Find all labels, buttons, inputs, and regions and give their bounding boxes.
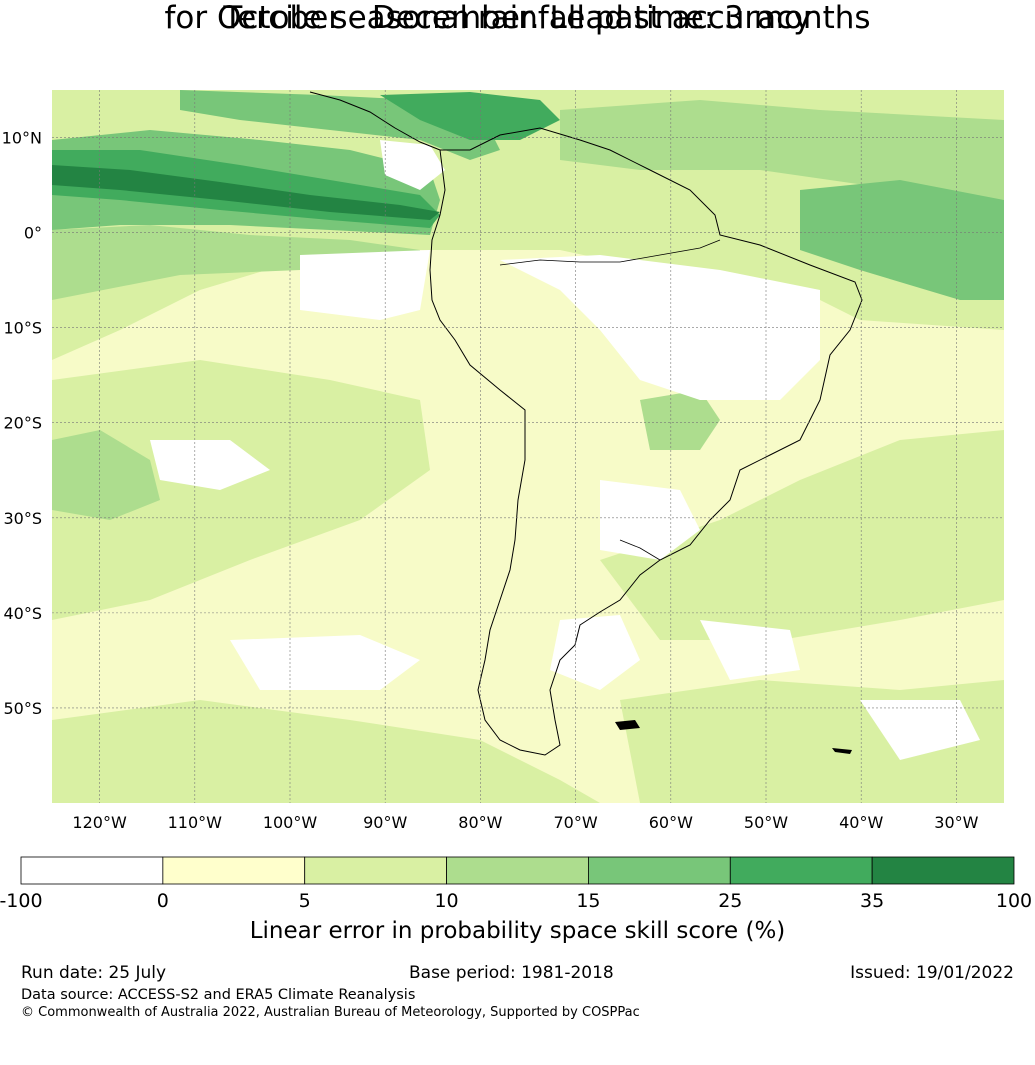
- longitude-label: 60°W: [649, 813, 693, 832]
- latitude-labels: 10°N 0° 10°S 20°S 30°S 40°S 50°S: [2, 129, 42, 718]
- longitude-label: 40°W: [839, 813, 883, 832]
- longitude-label: 50°W: [744, 813, 788, 832]
- longitude-label: 70°W: [554, 813, 598, 832]
- rio-de-la-plata: [619, 539, 661, 561]
- colorbar-tick-label: 10: [434, 890, 458, 912]
- colorbar-tick-label: 25: [718, 890, 742, 912]
- longitude-label: 80°W: [458, 813, 502, 832]
- skill-region-negative: [600, 480, 700, 560]
- latitude-label: 10°S: [3, 319, 42, 338]
- colorbar-label: Linear error in probability space skill …: [249, 918, 786, 944]
- map-title-line-2: for October - December. Lead time: 3 mon…: [164, 0, 871, 36]
- skill-region-negative: [300, 250, 430, 320]
- latitude-label: 30°S: [3, 509, 42, 528]
- longitude-label: 90°W: [363, 813, 407, 832]
- latitude-label: 0°: [24, 224, 42, 243]
- skill-region-negative: [230, 635, 420, 690]
- run-date: Run date: 25 July: [21, 963, 167, 983]
- skill-region-level-15: [560, 100, 1004, 200]
- skill-region-level-15: [640, 390, 720, 450]
- skill-region-level-15: [52, 225, 420, 300]
- colorbar-tick-label: 0: [157, 890, 169, 912]
- longitude-label: 100°W: [263, 813, 318, 832]
- longitude-label: 120°W: [72, 813, 127, 832]
- gridlines: [52, 90, 1004, 803]
- colorbar-segment: [729, 856, 873, 885]
- colorbar-tick-labels: -100 0 5 10 15 25 35 100: [0, 890, 1032, 912]
- longitude-labels: 120°W 110°W 100°W 90°W 80°W 70°W 60°W 50°W 40°W 3…: [72, 813, 978, 832]
- colorbar: [20, 856, 1015, 885]
- latitude-label: 20°S: [3, 414, 42, 433]
- skill-region-negative: [150, 440, 270, 490]
- colorbar-tick-label: 35: [860, 890, 884, 912]
- skill-region-negative: [700, 620, 800, 680]
- base-period: Base period: 1981-2018: [409, 963, 614, 983]
- skill-region-level-10: [52, 700, 600, 803]
- colorbar-segment: [162, 856, 306, 885]
- skill-region-level-10: [52, 360, 430, 620]
- skill-field: [52, 90, 1004, 803]
- longitude-label: 110°W: [168, 813, 223, 832]
- skill-region-negative: [380, 140, 445, 190]
- colorbar-tick-label: -100: [0, 890, 43, 912]
- colorbar-segment: [304, 856, 447, 885]
- skill-region-level-15: [52, 430, 160, 520]
- colorbar-segment: [871, 856, 1015, 885]
- data-source: Data source: ACCESS-S2 and ERA5 Climate …: [21, 987, 416, 1003]
- skill-region-negative: [860, 700, 980, 760]
- skill-region-level-100: [52, 165, 440, 220]
- colorbar-tick-label: 100: [996, 890, 1032, 912]
- latitude-label: 40°S: [3, 604, 42, 623]
- map-title-line-1: Tercile seasonal rainfall past accuracy: [223, 0, 812, 36]
- colorbar-tick-label: 5: [299, 890, 311, 912]
- colorbar-segment: [20, 856, 164, 885]
- falkland-islands: [615, 720, 640, 730]
- longitude-label: 30°W: [934, 813, 978, 832]
- latitude-label: 50°S: [3, 699, 42, 718]
- amazon-river: [499, 239, 721, 266]
- issued-date: Issued: 19/01/2022: [850, 963, 1014, 983]
- map-area: [52, 90, 1004, 803]
- colorbar-segment: [588, 856, 731, 885]
- central-america-coastline: [309, 91, 441, 151]
- colorbar-tick-label: 15: [576, 890, 600, 912]
- skill-region-negative: [550, 615, 640, 690]
- south-georgia: [832, 748, 852, 754]
- colorbar-segment: [446, 856, 589, 885]
- south-america-coastline: [429, 127, 863, 756]
- skill-region-level-35: [380, 92, 560, 140]
- skill-region-level-10: [600, 430, 1004, 640]
- skill-region-level-25: [800, 180, 1004, 300]
- latitude-label: 10°N: [2, 129, 42, 148]
- copyright: © Commonwealth of Australia 2022, Austra…: [21, 1005, 640, 1020]
